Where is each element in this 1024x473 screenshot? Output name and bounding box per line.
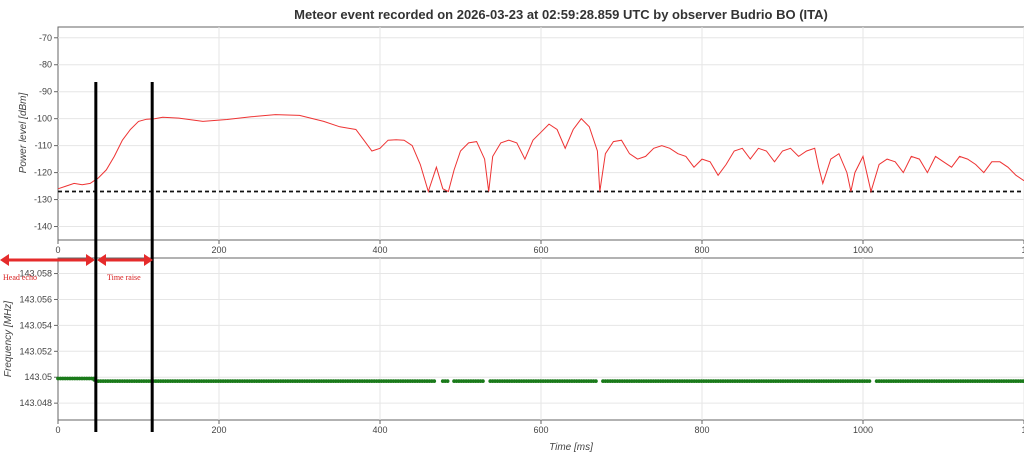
power-y-axis-label: Power level [dBm]	[18, 92, 29, 173]
frequency-panel: 143.058 143.056 143.054 143.052 143.05 143.04…	[3, 257, 1024, 453]
frequency-y-tick-label: 143.05	[24, 372, 52, 382]
frequency-y-ticks: 143.058 143.056 143.054 143.052 143.05 143.04…	[19, 269, 58, 408]
power-y-tick-label: -120	[34, 168, 52, 178]
frequency-x-tick-label: 800	[694, 425, 709, 435]
chart-title: Meteor event recorded on 2026-03-23 at 0…	[294, 7, 828, 22]
time-raise-arrow	[97, 254, 153, 266]
frequency-x-ticks: 0 200 400 600 800 1000 1	[55, 420, 1024, 435]
time-raise-label: Time raise	[107, 273, 141, 282]
frequency-x-tick-label: 1000	[853, 425, 873, 435]
power-x-tick-label: 1	[1021, 245, 1024, 255]
head-echo-label: Head echo	[3, 273, 37, 282]
power-y-tick-label: -100	[34, 114, 52, 124]
time-x-axis-label: Time [ms]	[549, 442, 593, 453]
annotations: Head echo Time raise	[0, 82, 154, 432]
power-y-tick-label: -140	[34, 222, 52, 232]
power-x-tick-label: 800	[694, 245, 709, 255]
power-y-tick-label: -70	[39, 33, 52, 43]
frequency-data-point	[594, 379, 598, 383]
frequency-y-tick-label: 143.052	[19, 346, 52, 356]
power-level-panel: -70 -80 -90 -100 -110 -120 -130 -140 0 200 400 600…	[18, 26, 1024, 255]
frequency-x-tick-label: 1	[1021, 425, 1024, 435]
power-y-tick-label: -130	[34, 195, 52, 205]
frequency-y-tick-label: 143.054	[19, 320, 52, 330]
frequency-series-points	[56, 376, 1024, 383]
power-grid	[58, 27, 1024, 240]
power-series-line	[57, 114, 1024, 194]
power-x-tick-label: 1000	[853, 245, 873, 255]
frequency-x-tick-label: 200	[211, 425, 226, 435]
frequency-data-point	[1021, 379, 1024, 383]
head-echo-arrow	[0, 254, 95, 266]
frequency-x-tick-label: 400	[372, 425, 387, 435]
power-x-tick-label: 600	[533, 245, 548, 255]
frequency-data-point	[432, 379, 437, 383]
frequency-x-tick-label: 0	[55, 425, 60, 435]
frequency-data-point	[481, 379, 485, 383]
frequency-y-tick-label: 143.058	[19, 269, 52, 279]
frequency-y-tick-label: 143.048	[19, 398, 52, 408]
frequency-data-point	[867, 379, 872, 383]
power-x-tick-label: 0	[55, 245, 60, 255]
frequency-data-point	[445, 379, 450, 383]
power-y-tick-label: -90	[39, 87, 52, 97]
frequency-y-axis-label: Frequency [MHz]	[3, 301, 14, 377]
power-y-ticks: -70 -80 -90 -100 -110 -120 -130 -140	[34, 33, 58, 232]
power-x-tick-label: 400	[372, 245, 387, 255]
frequency-grid	[58, 258, 1024, 420]
frequency-x-tick-label: 600	[533, 425, 548, 435]
power-y-tick-label: -80	[39, 60, 52, 70]
frequency-y-tick-label: 143.056	[19, 294, 52, 304]
power-y-tick-label: -110	[35, 141, 52, 151]
power-x-ticks: 0 200 400 600 800 1000 1	[55, 240, 1024, 255]
power-x-tick-label: 200	[211, 245, 226, 255]
